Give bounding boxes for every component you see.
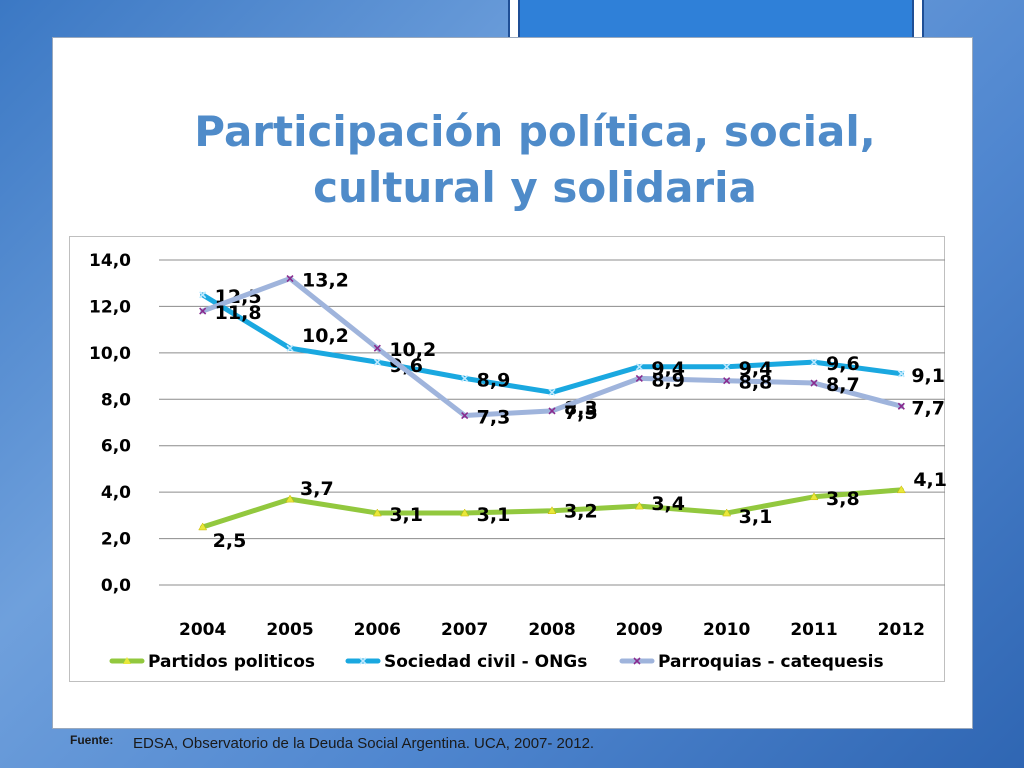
legend-label: Sociedad civil - ONGs (384, 652, 587, 672)
data-label: 8,9 (651, 369, 685, 391)
data-label: 4,1 (913, 469, 946, 491)
y-tick-label: 2,0 (101, 530, 131, 550)
data-label: 2,5 (213, 530, 247, 552)
y-tick-label: 0,0 (101, 576, 131, 596)
data-label: 13,2 (302, 270, 349, 292)
data-point (635, 374, 643, 382)
data-label: 9,4 (739, 358, 773, 380)
data-label: 8,8 (739, 372, 773, 394)
data-point (285, 494, 295, 503)
data-point (722, 508, 732, 517)
data-point (286, 275, 294, 283)
data-label: 8,9 (477, 369, 511, 391)
y-tick-label: 12,0 (89, 297, 131, 317)
data-point (461, 411, 469, 420)
data-label: 3,8 (826, 488, 860, 510)
legend-marker (359, 657, 367, 665)
x-tick-label: 2010 (703, 620, 750, 640)
legend-label: Partidos politicos (148, 652, 315, 672)
data-point (896, 485, 906, 494)
data-point (372, 508, 382, 517)
data-label: 9,1 (911, 365, 945, 387)
data-label: 9,6 (389, 355, 423, 377)
data-point (461, 374, 469, 382)
data-point (810, 358, 818, 366)
data-point (897, 370, 905, 378)
data-label: 8,7 (826, 374, 860, 396)
data-label: 3,2 (564, 501, 598, 523)
data-label: 10,2 (389, 339, 436, 361)
slide-title-line-2: cultural y solidaria (313, 163, 757, 212)
x-tick-label: 2012 (878, 620, 925, 640)
data-label: 7,3 (477, 407, 511, 429)
data-label: 7,5 (564, 402, 598, 424)
data-point (809, 492, 819, 501)
data-point (373, 344, 381, 352)
data-point (548, 407, 556, 415)
data-point (635, 363, 643, 371)
legend-marker (633, 657, 641, 665)
data-label: 3,1 (477, 504, 511, 526)
data-label: 7,7 (911, 397, 945, 419)
data-point (199, 291, 207, 299)
data-label: 3,7 (300, 478, 334, 500)
y-tick-label: 14,0 (89, 251, 131, 271)
data-label: 9,6 (826, 353, 860, 375)
data-point (547, 506, 557, 514)
x-tick-label: 2011 (790, 620, 837, 640)
slide-title-line-1: Participación política, social, (194, 107, 876, 156)
data-point (198, 522, 208, 531)
footer-label: Fuente: (70, 733, 114, 747)
x-tick-label: 2007 (441, 620, 488, 640)
footer-text: EDSA, Observatorio de la Deuda Social Ar… (133, 735, 595, 752)
data-point (723, 363, 731, 371)
legend-label: Parroquias - catequesis (658, 652, 884, 672)
data-point (460, 508, 470, 517)
y-tick-label: 8,0 (101, 390, 131, 410)
data-point (810, 379, 818, 387)
y-tick-label: 4,0 (101, 483, 131, 503)
data-point (286, 344, 294, 352)
data-label: 11,8 (215, 302, 262, 324)
data-label: 3,1 (739, 506, 773, 528)
data-label: 10,2 (302, 325, 349, 347)
chart-frame: 0,0 2,0 4,0 6,0 8,0 10,0 12,0 14,0 2004 2005 2006 2… (69, 236, 946, 682)
data-label: 3,1 (389, 504, 423, 526)
y-tick-label: 10,0 (89, 344, 131, 364)
legend-marker (123, 657, 131, 664)
data-point (199, 307, 207, 315)
line-chart: 0,0 2,0 4,0 6,0 8,0 10,0 12,0 14,0 2004 2005 2006 2… (89, 251, 946, 672)
x-tick-label: 2008 (528, 620, 575, 640)
x-tick-label: 2009 (616, 620, 663, 640)
x-tick-label: 2005 (266, 620, 313, 640)
slide-title: Participación política, social, cultural… (0, 104, 1024, 216)
y-tick-label: 6,0 (101, 437, 131, 457)
data-point (723, 377, 731, 385)
x-tick-label: 2004 (179, 620, 226, 640)
data-point (548, 388, 556, 396)
x-tick-label: 2006 (354, 620, 401, 640)
data-label: 9,4 (651, 358, 685, 380)
data-point (897, 402, 905, 410)
data-point (634, 501, 644, 510)
data-label: 3,4 (651, 493, 685, 515)
data-point (373, 358, 381, 366)
